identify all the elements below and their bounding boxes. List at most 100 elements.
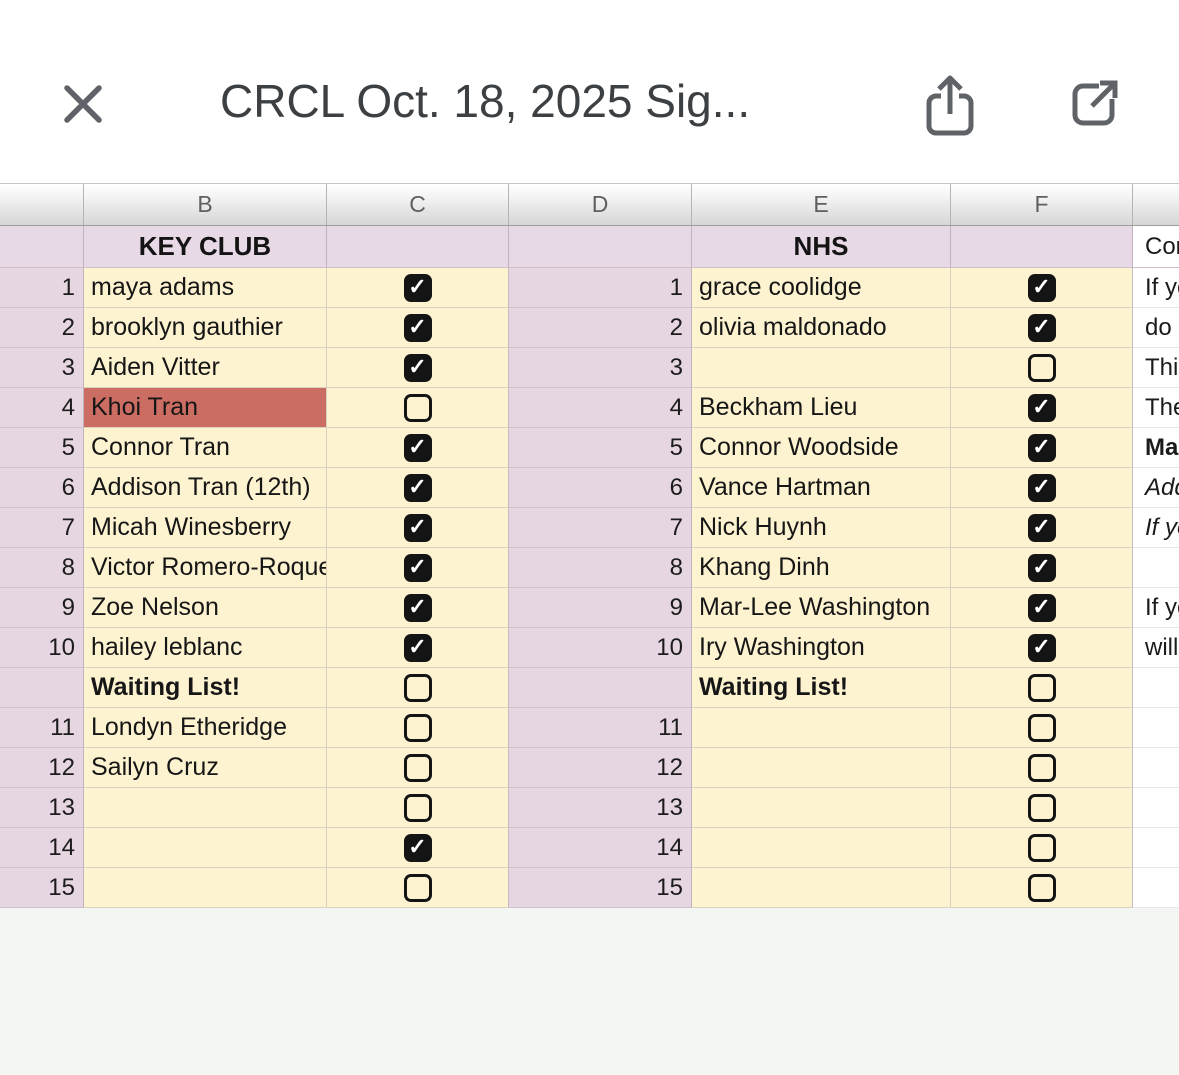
checkbox-icon[interactable] <box>1027 793 1056 822</box>
club-header-spacer-f[interactable] <box>951 226 1133 268</box>
keyclub-name-cell[interactable] <box>84 788 327 828</box>
notes-cell[interactable]: This <box>1133 348 1179 388</box>
keyclub-name-cell[interactable]: brooklyn gauthier <box>84 308 327 348</box>
nhs-name-cell[interactable] <box>692 708 951 748</box>
keyclub-checkbox-cell[interactable] <box>327 828 509 868</box>
nhs-name-cell[interactable] <box>692 868 951 908</box>
checkbox-icon[interactable] <box>403 313 432 342</box>
keyclub-row-number-cell[interactable]: 6 <box>0 468 84 508</box>
nhs-checkbox-cell[interactable] <box>951 508 1133 548</box>
nhs-name-cell[interactable] <box>692 348 951 388</box>
nhs-checkbox-cell[interactable] <box>951 668 1133 708</box>
nhs-name-cell[interactable]: Iry Washington <box>692 628 951 668</box>
nhs-name-cell[interactable]: Khang Dinh <box>692 548 951 588</box>
keyclub-row-number-cell[interactable]: 4 <box>0 388 84 428</box>
checkbox-icon[interactable] <box>1027 753 1056 782</box>
nhs-row-number-cell[interactable]: 4 <box>509 388 692 428</box>
keyclub-name-cell[interactable]: Waiting List! <box>84 668 327 708</box>
nhs-row-number-cell[interactable]: 3 <box>509 348 692 388</box>
keyclub-checkbox-cell[interactable] <box>327 708 509 748</box>
notes-cell[interactable] <box>1133 708 1179 748</box>
nhs-name-cell[interactable]: olivia maldonado <box>692 308 951 348</box>
checkbox-icon[interactable] <box>1027 833 1056 862</box>
notes-cell[interactable] <box>1133 748 1179 788</box>
nhs-row-number-cell[interactable]: 2 <box>509 308 692 348</box>
notes-cell[interactable]: If yo <box>1133 508 1179 548</box>
nhs-row-number-cell[interactable]: 14 <box>509 828 692 868</box>
nhs-name-cell[interactable]: Connor Woodside <box>692 428 951 468</box>
notes-cell[interactable]: Mak <box>1133 428 1179 468</box>
club-header-spacer-d[interactable] <box>509 226 692 268</box>
notes-cell[interactable] <box>1133 868 1179 908</box>
nhs-checkbox-cell[interactable] <box>951 588 1133 628</box>
nhs-row-number-cell[interactable]: 10 <box>509 628 692 668</box>
nhs-checkbox-cell[interactable] <box>951 468 1133 508</box>
keyclub-name-cell[interactable] <box>84 828 327 868</box>
checkbox-icon[interactable] <box>1027 473 1056 502</box>
club-header-spacer-c[interactable] <box>327 226 509 268</box>
notes-cell[interactable]: The <box>1133 388 1179 428</box>
keyclub-row-number-cell[interactable]: 9 <box>0 588 84 628</box>
keyclub-row-number-cell[interactable]: 10 <box>0 628 84 668</box>
open-in-new-button[interactable] <box>1066 76 1122 132</box>
checkbox-icon[interactable] <box>1027 513 1056 542</box>
nhs-name-cell[interactable]: grace coolidge <box>692 268 951 308</box>
keyclub-row-number-cell[interactable]: 7 <box>0 508 84 548</box>
checkbox-icon[interactable] <box>403 793 432 822</box>
nhs-name-cell[interactable]: Waiting List! <box>692 668 951 708</box>
notes-cell[interactable]: Add <box>1133 468 1179 508</box>
nhs-header-cell[interactable]: NHS <box>692 226 951 268</box>
notes-cell[interactable]: If yo <box>1133 268 1179 308</box>
nhs-checkbox-cell[interactable] <box>951 708 1133 748</box>
keyclub-row-number-cell[interactable]: 15 <box>0 868 84 908</box>
checkbox-icon[interactable] <box>1027 433 1056 462</box>
close-button[interactable] <box>58 79 108 129</box>
nhs-checkbox-cell[interactable] <box>951 268 1133 308</box>
keyclub-row-number-cell[interactable]: 5 <box>0 428 84 468</box>
notes-cell[interactable]: will <box>1133 628 1179 668</box>
checkbox-icon[interactable] <box>403 353 432 382</box>
notes-cell[interactable] <box>1133 668 1179 708</box>
keyclub-name-cell[interactable]: Sailyn Cruz <box>84 748 327 788</box>
keyclub-checkbox-cell[interactable] <box>327 428 509 468</box>
checkbox-icon[interactable] <box>1027 713 1056 742</box>
nhs-row-number-cell[interactable]: 8 <box>509 548 692 588</box>
keyclub-checkbox-cell[interactable] <box>327 628 509 668</box>
keyclub-checkbox-cell[interactable] <box>327 348 509 388</box>
notes-cell[interactable]: do e <box>1133 308 1179 348</box>
checkbox-icon[interactable] <box>1027 593 1056 622</box>
checkbox-icon[interactable] <box>403 273 432 302</box>
checkbox-icon[interactable] <box>403 753 432 782</box>
keyclub-name-cell[interactable]: Londyn Etheridge <box>84 708 327 748</box>
keyclub-row-number-cell[interactable]: 13 <box>0 788 84 828</box>
nhs-checkbox-cell[interactable] <box>951 828 1133 868</box>
nhs-checkbox-cell[interactable] <box>951 868 1133 908</box>
nhs-row-number-cell[interactable] <box>509 668 692 708</box>
nhs-row-number-cell[interactable]: 13 <box>509 788 692 828</box>
nhs-row-number-cell[interactable]: 9 <box>509 588 692 628</box>
checkbox-icon[interactable] <box>403 833 432 862</box>
nhs-checkbox-cell[interactable] <box>951 428 1133 468</box>
keyclub-name-cell[interactable]: Khoi Tran <box>84 388 327 428</box>
nhs-name-cell[interactable]: Nick Huynh <box>692 508 951 548</box>
nhs-name-cell[interactable] <box>692 748 951 788</box>
keyclub-checkbox-cell[interactable] <box>327 788 509 828</box>
keyclub-row-number-cell[interactable]: 3 <box>0 348 84 388</box>
nhs-row-number-cell[interactable]: 5 <box>509 428 692 468</box>
nhs-name-cell[interactable]: Mar-Lee Washington <box>692 588 951 628</box>
club-header-spacer-a[interactable] <box>0 226 84 268</box>
keyclub-row-number-cell[interactable]: 14 <box>0 828 84 868</box>
keyclub-checkbox-cell[interactable] <box>327 388 509 428</box>
keyclub-name-cell[interactable]: hailey leblanc <box>84 628 327 668</box>
nhs-row-number-cell[interactable]: 7 <box>509 508 692 548</box>
checkbox-icon[interactable] <box>1027 633 1056 662</box>
nhs-name-cell[interactable]: Beckham Lieu <box>692 388 951 428</box>
keyclub-checkbox-cell[interactable] <box>327 588 509 628</box>
nhs-row-number-cell[interactable]: 12 <box>509 748 692 788</box>
checkbox-icon[interactable] <box>1027 353 1056 382</box>
checkbox-icon[interactable] <box>403 673 432 702</box>
checkbox-icon[interactable] <box>403 873 432 902</box>
nhs-name-cell[interactable]: Vance Hartman <box>692 468 951 508</box>
checkbox-icon[interactable] <box>403 513 432 542</box>
notes-cell[interactable]: If yo <box>1133 588 1179 628</box>
